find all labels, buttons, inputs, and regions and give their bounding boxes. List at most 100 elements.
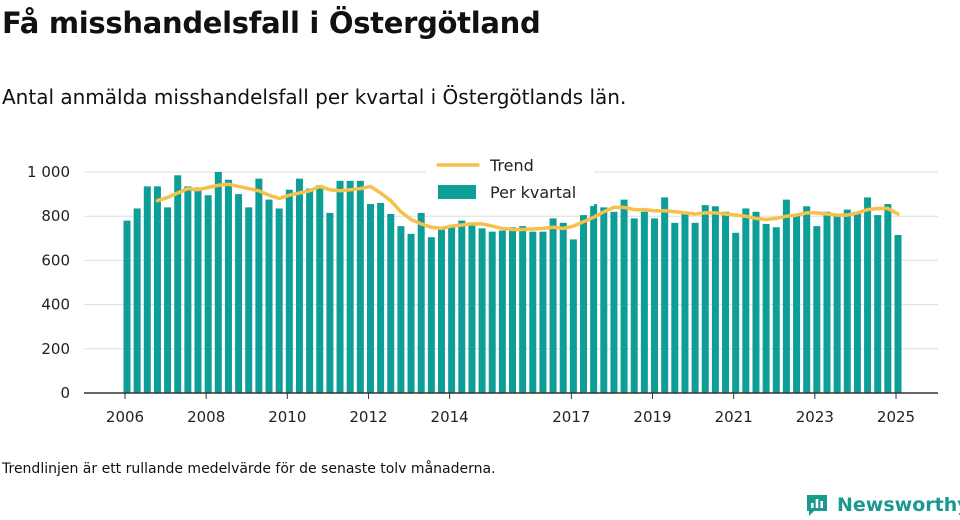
bar (184, 186, 192, 393)
bar (458, 220, 466, 393)
bar (133, 208, 141, 393)
axes: 0 200 400 600 800 1 000 2006 2008 2010 2012 2014 20… (27, 163, 938, 426)
bar (640, 211, 648, 393)
bar (823, 211, 831, 393)
bar (864, 197, 872, 393)
legend-label-trend: Trend (489, 156, 534, 175)
bar (153, 186, 161, 393)
bar (701, 205, 709, 393)
bar (427, 237, 435, 393)
bar (600, 207, 608, 393)
x-tick-label: 2008 (187, 408, 225, 426)
bar (174, 175, 182, 393)
bar (407, 233, 415, 393)
bar (143, 186, 151, 393)
newsworthy-icon (807, 495, 827, 516)
bar (498, 230, 506, 393)
bar (336, 180, 344, 393)
bar (488, 231, 496, 393)
bar (752, 211, 760, 393)
bar (255, 178, 263, 393)
bar (711, 206, 719, 393)
bar (722, 211, 730, 393)
bar (772, 227, 780, 393)
brand-logo[interactable]: Newsworthy (805, 490, 960, 520)
bar (204, 195, 212, 393)
bar (224, 179, 232, 393)
x-tick-label: 2025 (877, 408, 915, 426)
bar (306, 188, 314, 393)
bars (123, 172, 902, 393)
x-tick-label: 2012 (349, 408, 387, 426)
bar (295, 178, 303, 393)
x-tick-label: 2023 (796, 408, 834, 426)
bar (326, 212, 334, 393)
bar (782, 199, 790, 393)
y-tick-label: 200 (41, 340, 70, 358)
bar (123, 220, 131, 393)
bar (356, 180, 364, 393)
x-tick-label: 2014 (431, 408, 469, 426)
x-tick-label: 2006 (106, 408, 144, 426)
y-tick-label: 600 (41, 251, 70, 269)
trend-layer (155, 182, 900, 232)
bar (803, 206, 811, 393)
bar (549, 218, 557, 393)
x-tick-label: 2017 (552, 408, 590, 426)
footnote: Trendlinjen är ett rullande medelvärde f… (2, 461, 496, 477)
y-tick-label: 400 (41, 296, 70, 314)
bar (580, 215, 588, 393)
bar (793, 213, 801, 393)
bar (387, 213, 395, 393)
bar (691, 222, 699, 393)
bar (377, 202, 385, 393)
legend-swatch-per-kvartal (438, 185, 476, 199)
bar (762, 223, 770, 393)
bar (539, 231, 547, 393)
bar (813, 226, 821, 393)
bar (874, 215, 882, 393)
bar (732, 232, 740, 393)
x-tick-label: 2010 (268, 408, 306, 426)
trend-line (155, 182, 900, 232)
bar (194, 187, 202, 393)
bar (620, 199, 628, 393)
bar (559, 222, 567, 393)
y-tick-label: 1 000 (27, 163, 70, 181)
brand-name: Newsworthy (837, 494, 960, 516)
bar (437, 227, 445, 393)
bar (569, 239, 577, 393)
bar (397, 226, 405, 393)
bar (671, 222, 679, 393)
bar (590, 204, 598, 393)
bar (630, 218, 638, 393)
bar (884, 204, 892, 393)
y-tick-label: 0 (60, 384, 70, 402)
bar (478, 228, 486, 393)
bar (285, 189, 293, 393)
bar (843, 209, 851, 393)
bar (661, 197, 669, 393)
bar (235, 194, 243, 393)
bar (853, 211, 861, 393)
bar (681, 212, 689, 393)
bar (265, 199, 273, 393)
bar (417, 212, 425, 393)
bar (509, 227, 516, 393)
bar (529, 231, 537, 393)
bar (164, 207, 172, 393)
legend: Trend Per kvartal (426, 154, 594, 206)
bar (742, 208, 750, 393)
bar (833, 216, 841, 393)
x-tick-label: 2019 (633, 408, 671, 426)
y-tick-label: 800 (41, 207, 70, 225)
bar (651, 218, 659, 393)
bar (519, 226, 527, 393)
bar (214, 172, 222, 393)
legend-label-per-kvartal: Per kvartal (490, 183, 576, 202)
bar (316, 185, 324, 393)
chart-title: Få misshandelsfall i Östergötland (2, 6, 541, 40)
bar (366, 204, 374, 393)
bar (448, 225, 456, 393)
